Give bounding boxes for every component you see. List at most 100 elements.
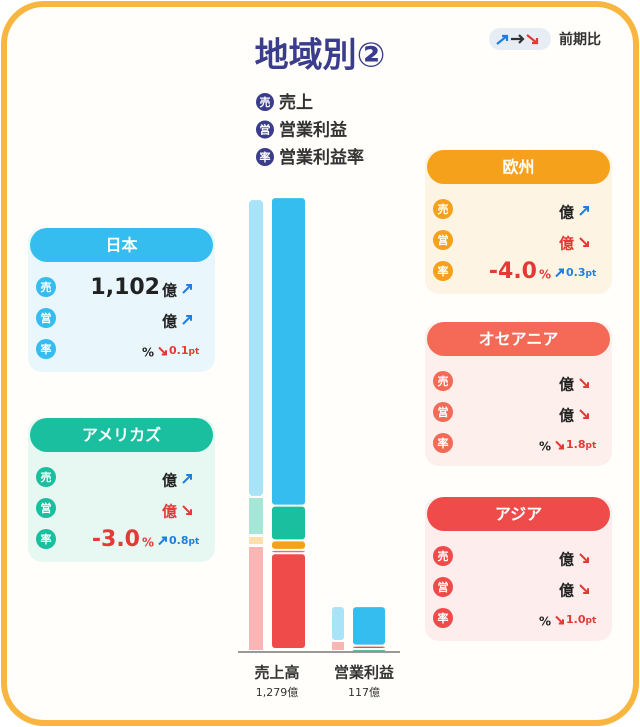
down-arrow (579, 378, 589, 388)
bar-total-unit: 億 (287, 686, 298, 699)
row-badge-text: 営 (41, 501, 52, 515)
row-unit: 億 (559, 551, 574, 569)
change-value: 1.0 (566, 613, 586, 626)
region-card (425, 322, 612, 466)
region-name: アメリカズ (82, 426, 161, 445)
bar-segment (353, 650, 385, 652)
down-arrow (579, 237, 589, 247)
row-badge (36, 277, 56, 297)
legend-label: 営業利益 (279, 120, 347, 141)
bar-total: 117億 (348, 686, 380, 699)
row-badge (433, 433, 453, 453)
margin-change: 0.3pt (566, 266, 597, 279)
region-name: アジア (495, 505, 542, 524)
change-unit: pt (586, 269, 597, 279)
legend-badge-text: 売 (260, 95, 271, 109)
row-badge (433, 371, 453, 391)
row-badge-text: 営 (438, 580, 449, 594)
down-arrow (555, 440, 564, 450)
row-unit: % (539, 440, 551, 454)
row-unit: 億 (559, 582, 574, 600)
margin-change: 1.8pt (566, 438, 597, 451)
region-card (425, 150, 612, 294)
legend-badge (256, 148, 274, 166)
row-unit: 億 (559, 204, 574, 222)
region-header (427, 322, 610, 356)
row-unit: 億 (559, 407, 574, 425)
up-arrow (158, 536, 167, 546)
row-badge-text: 営 (41, 311, 52, 325)
up-arrow (182, 315, 192, 325)
down-arrow (579, 584, 589, 594)
bar-total-unit: 億 (369, 686, 380, 699)
row-badge-text: 売 (438, 374, 449, 388)
legend-badge (256, 93, 274, 111)
region-header (30, 228, 213, 262)
legend-badge-text: 営 (260, 123, 271, 137)
row-value: -4.0 (489, 259, 537, 284)
row-badge-text: 売 (41, 280, 52, 294)
row-badge-text: 率 (41, 532, 52, 546)
region-name: 欧州 (502, 158, 534, 177)
up-arrow (579, 206, 589, 216)
bar-total-value: 1,279 (256, 686, 288, 699)
row-badge (433, 577, 453, 597)
row-badge (36, 467, 56, 487)
legend-badge (256, 120, 274, 139)
bar-total-value: 117 (348, 686, 369, 699)
row-badge (36, 529, 56, 549)
bar-segment (272, 554, 305, 648)
down-arrow (579, 553, 589, 563)
row-unit: 億 (162, 472, 177, 490)
bar-segment (272, 198, 305, 505)
change-value: 0.3 (566, 266, 586, 279)
row-badge-text: 売 (438, 549, 449, 563)
row-badge-text: 売 (41, 470, 52, 484)
change-unit: pt (189, 347, 200, 357)
up-arrow (182, 284, 192, 294)
region-name: 日本 (105, 236, 137, 255)
down-arrow-icon (526, 34, 539, 45)
region-header (30, 418, 213, 452)
down-arrow (555, 615, 564, 625)
row-badge-text: 率 (438, 264, 449, 278)
row-unit: 億 (559, 235, 574, 253)
row-badge (36, 498, 56, 518)
row-unit: 億 (162, 503, 177, 521)
row-unit: % (539, 268, 551, 282)
region-name: オセアニア (479, 330, 559, 349)
row-value: 1,102 (90, 275, 160, 300)
region-header (427, 150, 610, 184)
row-unit: 億 (162, 313, 177, 331)
change-unit: pt (189, 537, 200, 547)
bar-segment (353, 646, 385, 648)
legend-label: 営業利益率 (279, 147, 364, 168)
bar-label: 営業利益 (334, 664, 394, 682)
legend-badge-text: 率 (260, 150, 271, 164)
bar-label: 売上高 (254, 664, 299, 682)
region-card (28, 418, 215, 562)
row-badge-text: 営 (438, 405, 449, 419)
bar-total: 1,279億 (256, 686, 299, 699)
down-arrow (579, 409, 589, 419)
row-badge (433, 546, 453, 566)
row-badge (433, 608, 453, 628)
bar-segment (272, 550, 305, 553)
row-badge (433, 199, 453, 219)
change-unit: pt (586, 441, 597, 451)
up-arrow (182, 474, 192, 484)
row-badge (433, 230, 453, 250)
down-arrow (182, 505, 192, 515)
row-badge-text: 売 (438, 202, 449, 216)
up-arrow (555, 268, 564, 278)
region-header (427, 497, 610, 531)
row-unit: % (142, 536, 154, 550)
margin-change: 0.1pt (169, 344, 200, 357)
flat-arrow-icon (511, 34, 525, 44)
title: 地域別② (255, 36, 386, 76)
up-arrow-icon (496, 34, 509, 45)
bar-segment (353, 607, 385, 645)
row-badge-text: 率 (41, 342, 52, 356)
margin-change: 0.8pt (169, 534, 200, 547)
